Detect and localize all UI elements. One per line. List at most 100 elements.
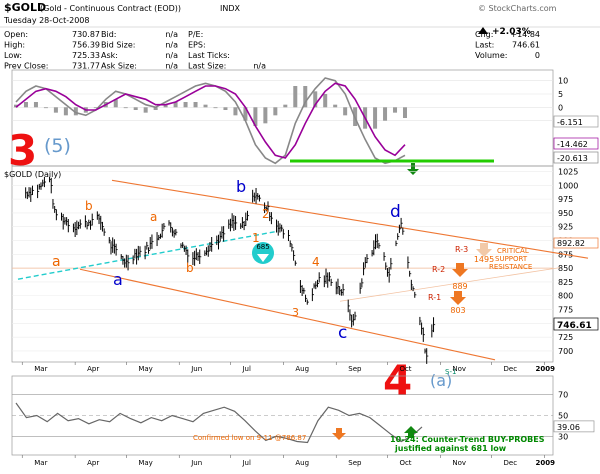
momentum-value-box [553, 115, 599, 128]
down-arrow-icon [257, 254, 269, 262]
header-cell: Last: [475, 41, 494, 50]
rsi-x-tick: Sep [348, 459, 362, 467]
price-panel-label: $GOLD (Daily) [4, 170, 61, 179]
watermark: © StockCharts.com [478, 4, 557, 13]
wave-label-b: b [236, 177, 246, 196]
momentum-histogram-bar [53, 107, 58, 113]
rsi-x-tick: Nov [452, 459, 466, 467]
momentum-histogram-bar [313, 91, 318, 108]
momentum-histogram-bar [283, 104, 288, 108]
header-cell: Chg: [475, 30, 493, 39]
wave-label-1: 1 [252, 231, 260, 245]
channel-value-label: 892.82 [557, 239, 585, 248]
momentum-histogram-bar [14, 104, 18, 108]
momentum-histogram-bar [293, 86, 298, 108]
momentum-histogram-bar [153, 107, 158, 110]
rsi-x-tick: Jun [190, 459, 202, 467]
rsi-value-box [553, 420, 595, 433]
price-x-tick: Apr [87, 365, 99, 373]
wave-label-b: b [85, 199, 93, 213]
header-name: (Gold - Continuous Contract (EOD)) [40, 4, 181, 13]
header-cell: 746.61 [512, 41, 540, 50]
price-y-tick: 925 [558, 223, 573, 232]
rsi-x-tick: Mar [34, 459, 47, 467]
momentum-value-label: -20.613 [557, 154, 588, 163]
header-panel [0, 0, 600, 68]
momentum-histogram-bar [253, 107, 258, 126]
price-x-tick: Nov [452, 365, 466, 373]
wave-5-label: (5) [44, 135, 71, 157]
momentum-histogram-bar [233, 107, 238, 116]
momentum-histogram-bar [43, 107, 48, 109]
up-arrow-icon [407, 163, 419, 175]
marker-circle [252, 242, 274, 264]
channel-value-box [553, 237, 599, 249]
target-arrow-icon [452, 263, 468, 277]
buy-probe-note: 10-24: Counter-Trend BUY-PROBES [390, 435, 545, 444]
momentum-histogram-bar [343, 107, 348, 116]
momentum-histogram-bar [213, 107, 218, 109]
buy-probe-note-2: justified against 681 low [394, 444, 507, 453]
momentum-y-tick: 0 [558, 103, 563, 112]
up-arrow-icon [404, 426, 418, 438]
rsi-x-tick: Dec [504, 459, 518, 467]
price-y-tick: 700 [558, 347, 573, 356]
down-arrow-icon [332, 428, 346, 440]
header-cell: 725.33 [72, 51, 100, 60]
momentum-histogram-bar [23, 102, 28, 108]
momentum-histogram-bar [303, 86, 308, 108]
momentum-histogram-bar [183, 102, 188, 108]
header-cell: n/a [253, 62, 266, 71]
price-y-tick: 1025 [558, 168, 578, 177]
header-date: Tuesday 28-Oct-2008 [3, 16, 89, 25]
momentum-value-label: -6.151 [557, 118, 583, 127]
header-cell: Open: [4, 30, 28, 39]
price-x-tick: Jun [190, 365, 202, 373]
price-y-tick: 800 [558, 292, 573, 301]
price-x-tick: Jul [241, 365, 251, 373]
critical-text: SUPPORT [495, 255, 528, 263]
momentum-series-line [15, 77, 406, 165]
price-x-tick: Aug [295, 365, 309, 373]
momentum-value-box [553, 151, 599, 164]
momentum-histogram-bar [273, 107, 278, 116]
header-cell: +14.84 [510, 30, 540, 39]
rsi-x-tick: May [138, 459, 152, 467]
header-cell: Last Ticks: [188, 51, 230, 60]
header-cell: Bid: [101, 30, 116, 39]
target-label: R-2 [432, 265, 445, 274]
last-price-box [553, 317, 599, 331]
rsi-x-tick: 2009 [535, 459, 555, 467]
header-cell: n/a [165, 62, 178, 71]
channel-lower-line [79, 268, 496, 361]
momentum-histogram-bar [383, 107, 388, 121]
header-cell: Last Size: [188, 62, 226, 71]
rsi-x-tick: Apr [87, 459, 99, 467]
momentum-y-tick: 10 [558, 77, 568, 86]
momentum-y-tick: 5 [558, 90, 563, 99]
price-x-tick: 2009 [535, 365, 555, 373]
price-x-tick: Mar [34, 365, 47, 373]
marker-value: 685 [256, 243, 269, 251]
momentum-histogram-bar [93, 107, 98, 109]
momentum-frame [11, 69, 554, 167]
rsi-x-tick: Oct [399, 459, 411, 467]
wave-label-a: a [150, 210, 157, 224]
momentum-histogram-bar [143, 107, 148, 113]
wave-label-c: c [338, 323, 347, 343]
momentum-histogram-bar [163, 104, 168, 108]
header-cell: 730.87 [72, 30, 100, 39]
momentum-histogram-bar [113, 99, 118, 108]
last-price-label: 746.61 [557, 321, 592, 331]
wave-label-4: 4 [383, 356, 412, 405]
momentum-histogram-bar [243, 107, 248, 121]
momentum-histogram-bar [333, 104, 338, 108]
momentum-histogram-bar [63, 107, 68, 116]
price-x-tick: Dec [504, 365, 518, 373]
cyan-trend-line [17, 230, 279, 280]
price-y-tick: 725 [558, 333, 573, 342]
wave-label-b: b [186, 261, 194, 275]
critical-text: RESISTANCE [489, 263, 532, 271]
price-frame [11, 165, 554, 363]
